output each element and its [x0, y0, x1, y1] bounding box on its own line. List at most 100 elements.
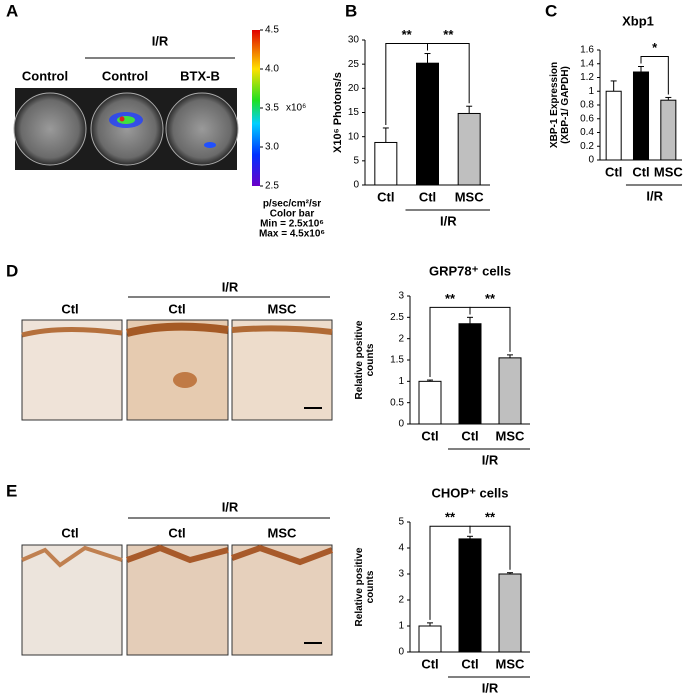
panel-d-images [21, 296, 333, 421]
column-label: MSC [268, 525, 298, 540]
y-axis-label: (XBP-1/ GAPDH) [560, 66, 571, 144]
colorbar-legend: Max = 4.5x10⁶ [259, 229, 325, 240]
colorbar-legend: Color bar [270, 209, 315, 220]
bar [418, 625, 442, 653]
histology-image [231, 319, 333, 421]
colorbar-tick-label: 4.5 [265, 25, 279, 36]
group-label: I/R [222, 279, 239, 294]
panel-a [13, 30, 260, 186]
colorbar-tick-label: 3.5 [265, 103, 279, 114]
panel-label: A [6, 1, 18, 20]
significance-label: ** [485, 291, 496, 306]
x-tick-label: Ctl [461, 428, 478, 443]
y-axis-label: X10⁶ Photons/s [332, 72, 344, 153]
bar [458, 323, 482, 425]
y-tick-label: 3 [398, 569, 404, 580]
y-tick-label: 1.4 [580, 58, 594, 69]
y-tick-label: 4 [398, 543, 404, 554]
tissue [21, 545, 123, 568]
y-tick-label: 15 [348, 107, 360, 118]
histology-image [231, 544, 333, 656]
panel-label: E [6, 481, 17, 500]
y-tick-label: 0 [588, 155, 594, 166]
signal [204, 142, 216, 148]
column-label: Ctl [61, 525, 78, 540]
y-tick-label: 0.5 [390, 397, 404, 408]
colorbar-tick-label: 4.0 [265, 64, 279, 75]
group-label: I/R [646, 188, 663, 203]
panel-label: D [6, 261, 18, 280]
well [165, 92, 239, 166]
y-tick-label: 3 [398, 291, 404, 302]
x-tick-label: Ctl [461, 656, 478, 671]
column-label: Ctl [168, 301, 185, 316]
y-tick-label: 0.6 [580, 113, 594, 124]
bar [632, 71, 650, 161]
tissue [126, 322, 229, 337]
x-tick-label: Ctl [421, 428, 438, 443]
y-tick-label: 0 [353, 180, 359, 191]
bar [498, 573, 522, 653]
group-label: I/R [222, 499, 239, 514]
significance-bracket [469, 525, 511, 570]
column-label: Control [22, 68, 68, 83]
x-tick-label: Ctl [421, 656, 438, 671]
y-tick-label: 5 [353, 155, 359, 166]
tissue [21, 326, 123, 338]
significance-label: * [652, 40, 658, 55]
y-tick-label: 1.2 [580, 72, 594, 83]
chart-title: CHOP⁺ cells [432, 485, 509, 500]
significance-label: ** [445, 510, 456, 525]
histology-image [126, 319, 229, 421]
y-axis-label: counts [365, 570, 376, 603]
y-tick-label: 1.5 [390, 355, 404, 366]
colorbar [252, 30, 260, 186]
y-tick-label: 1 [398, 376, 404, 387]
group-label: I/R [152, 33, 169, 48]
x-tick-label: MSC [496, 656, 526, 671]
y-tick-label: 0.8 [580, 100, 594, 111]
bar [660, 99, 677, 161]
bar [418, 380, 442, 425]
significance-label: ** [443, 27, 454, 42]
group-label: I/R [440, 213, 457, 228]
x-tick-label: Ctl [632, 164, 649, 179]
bar [605, 90, 622, 161]
bar [498, 357, 522, 425]
y-axis-label: XBP-1 Expression [549, 62, 560, 148]
x-tick-label: Ctl [605, 164, 622, 179]
panel-e-images [21, 517, 334, 656]
tissue [231, 325, 333, 335]
column-label: MSC [268, 301, 298, 316]
y-tick-label: 30 [348, 35, 360, 46]
group-label: I/R [482, 452, 499, 467]
column-label: Ctl [61, 301, 78, 316]
y-tick-label: 10 [348, 131, 360, 142]
histology-image [21, 319, 123, 421]
histology-image [21, 544, 123, 656]
significance-label: ** [402, 27, 413, 42]
significance-bracket [640, 56, 669, 95]
x-tick-label: MSC [496, 428, 526, 443]
colorbar-tick-label: 3.0 [265, 142, 279, 153]
y-tick-label: 0 [398, 419, 404, 430]
panel-label: B [345, 1, 357, 20]
well [90, 92, 164, 166]
y-tick-label: 0 [398, 647, 404, 658]
y-axis-label: Relative positive [354, 320, 365, 399]
chart-title: Xbp1 [622, 13, 654, 28]
chart-title: GRP78⁺ cells [429, 263, 511, 278]
colorbar-legend: Min = 2.5x10⁶ [260, 219, 324, 230]
signal [117, 116, 135, 124]
significance-bracket [469, 306, 511, 352]
y-tick-label: 1 [588, 86, 594, 97]
significance-bracket [427, 43, 470, 104]
y-tick-label: 0.2 [580, 141, 594, 152]
well [13, 92, 87, 166]
column-label: Ctl [168, 525, 185, 540]
y-tick-label: 1 [398, 621, 404, 632]
y-tick-label: 2 [398, 333, 404, 344]
y-axis-label: counts [365, 343, 376, 376]
